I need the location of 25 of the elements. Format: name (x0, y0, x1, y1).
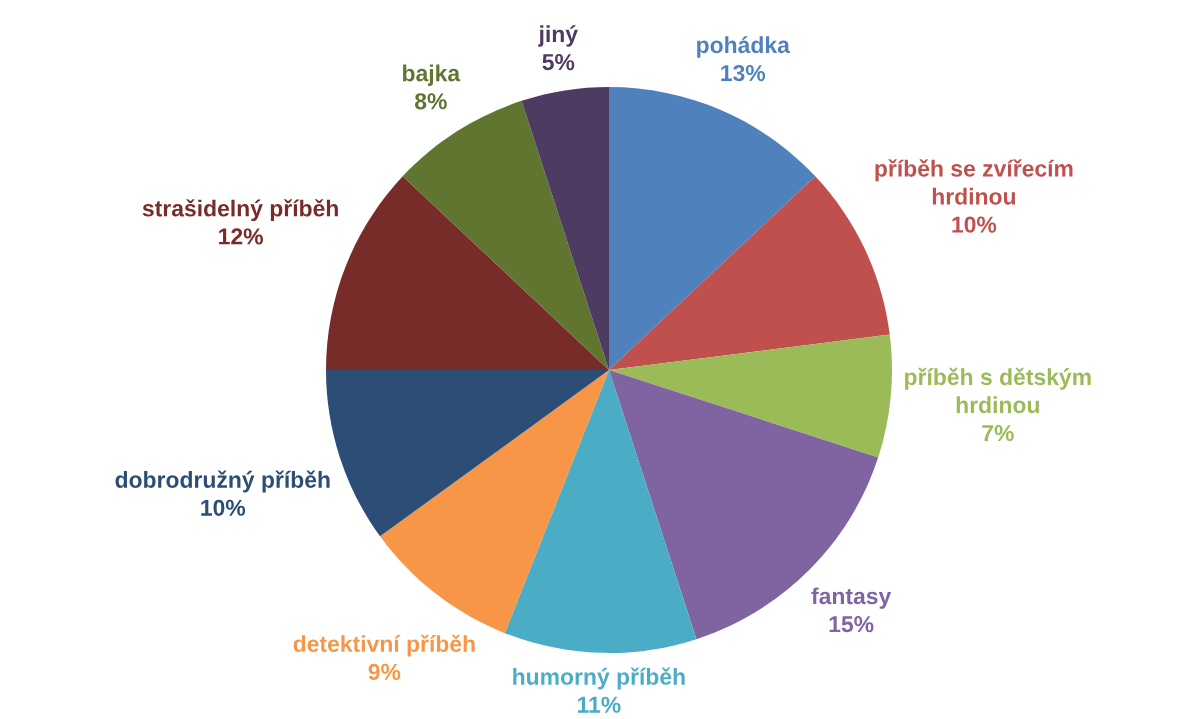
slice-label: bajka (403, 64, 461, 86)
data-label: 10% (201, 499, 246, 516)
slice-label: humorný příběh (513, 667, 685, 690)
pie-slice (521, 87, 609, 370)
data-label: 12% (219, 228, 263, 245)
data-label: 7% (982, 424, 1014, 442)
pie-slice (380, 370, 609, 634)
pie-slice (609, 87, 816, 370)
data-label: 11% (578, 696, 621, 713)
slice-label: detektivní příběh (293, 634, 475, 657)
slice-label: pohádka (697, 36, 791, 58)
slice-label: fantasy (811, 587, 892, 609)
slice-label: příběh s dětským hrdinou (905, 367, 1091, 414)
data-label: 9% (368, 663, 401, 680)
slice-label: jiný (538, 25, 578, 47)
data-label: 8% (414, 93, 447, 110)
slice-label: dobrodružný příběh (115, 470, 330, 493)
data-label: 15% (829, 616, 874, 633)
data-label: 10% (952, 216, 997, 233)
pie-slice (609, 334, 892, 458)
slice-label: příběh se zvířecím hrdinou (875, 159, 1073, 205)
slice-label: strašidelný příběh (142, 199, 338, 222)
pie-slice (504, 370, 697, 653)
data-label: 5% (542, 54, 575, 71)
data-label: 13% (721, 64, 766, 82)
